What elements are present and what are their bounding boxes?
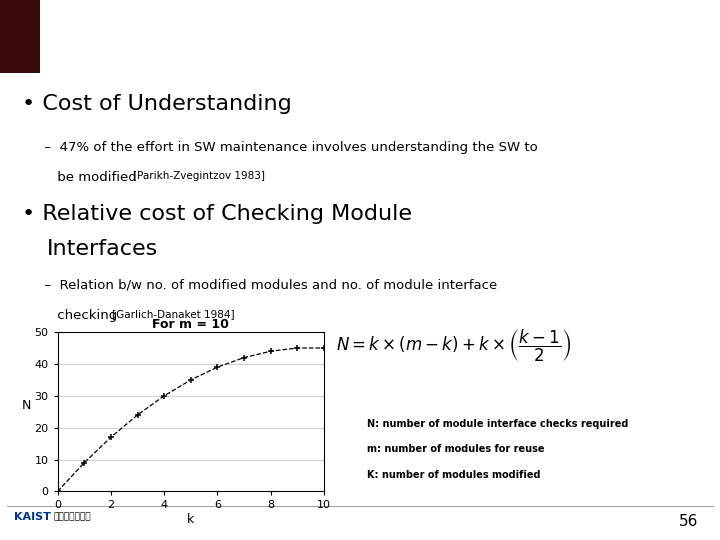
Text: m: number of modules for reuse: m: number of modules for reuse xyxy=(367,444,545,454)
Text: be modified: be modified xyxy=(36,171,141,184)
Text: [Garlich-Danaket 1984]: [Garlich-Danaket 1984] xyxy=(112,309,234,319)
Text: Interfaces: Interfaces xyxy=(47,239,158,259)
Text: [Parikh-Zvegintzov 1983]: [Parikh-Zvegintzov 1983] xyxy=(133,171,265,181)
Text: • Cost of Understanding: • Cost of Understanding xyxy=(22,94,292,114)
Text: Primary Cost Factors for Reuse (NASA): Primary Cost Factors for Reuse (NASA) xyxy=(40,22,616,48)
Title: For m = 10: For m = 10 xyxy=(153,318,229,331)
Text: • Relative cost of Checking Module: • Relative cost of Checking Module xyxy=(22,204,412,224)
Text: 한국과학기술원: 한국과학기술원 xyxy=(54,512,91,521)
Text: checking: checking xyxy=(36,309,122,322)
Text: –  Relation b/w no. of modified modules and no. of module interface: – Relation b/w no. of modified modules a… xyxy=(36,279,498,292)
Text: KAIST: KAIST xyxy=(14,512,51,522)
Text: –  47% of the effort in SW maintenance involves understanding the SW to: – 47% of the effort in SW maintenance in… xyxy=(36,140,538,153)
Text: $N = k \times \left(m - k\right) + k \times \left(\dfrac{k-1}{2}\right)$: $N = k \times \left(m - k\right) + k \ti… xyxy=(336,328,571,364)
Text: N: number of module interface checks required: N: number of module interface checks req… xyxy=(367,418,629,429)
Y-axis label: N: N xyxy=(22,399,31,411)
Text: 56: 56 xyxy=(679,514,698,529)
Text: K: number of modules modified: K: number of modules modified xyxy=(367,470,541,480)
X-axis label: k: k xyxy=(187,513,194,526)
Bar xyxy=(0,0,40,73)
